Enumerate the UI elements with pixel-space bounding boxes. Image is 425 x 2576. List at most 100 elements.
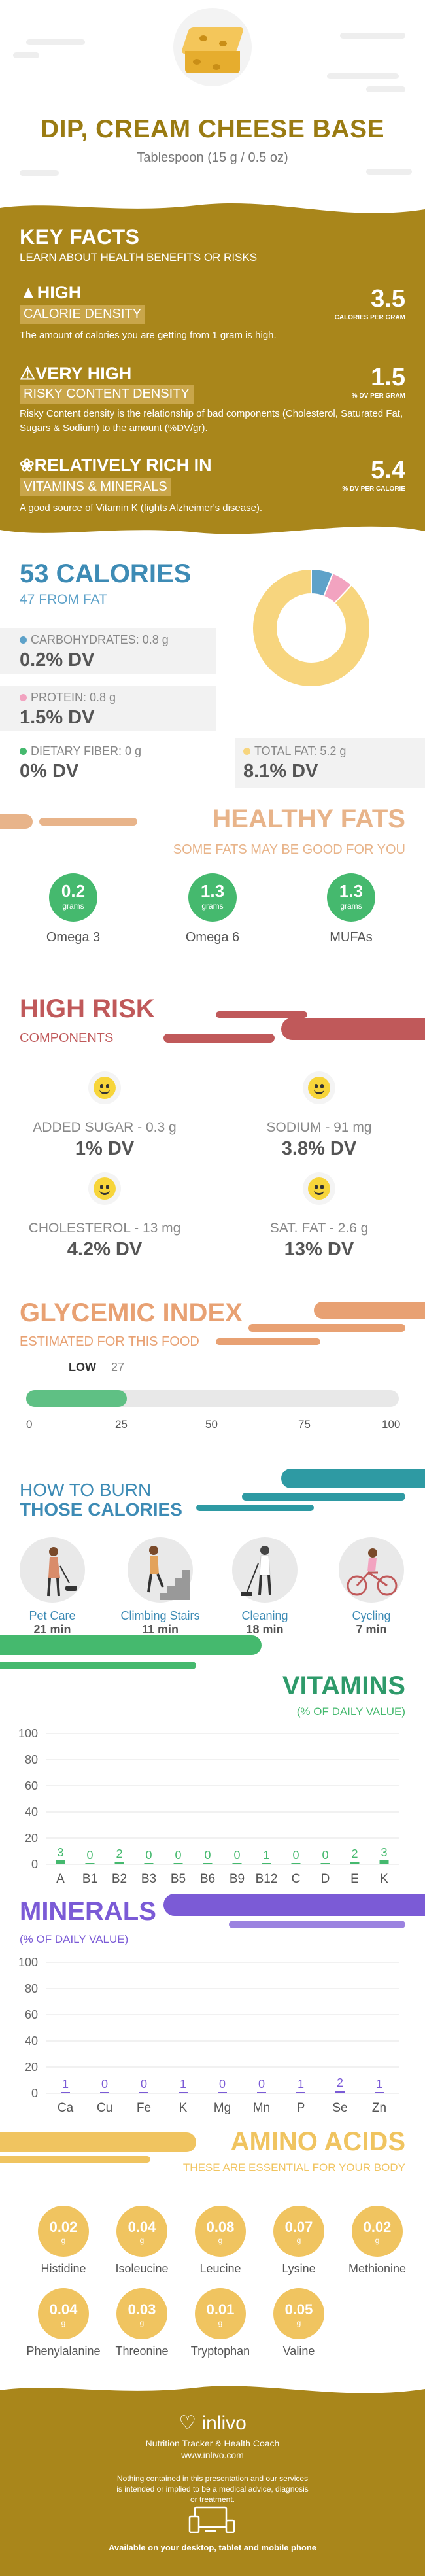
website-link[interactable]: www.inlivo.com [181,2450,244,2460]
bar-value-label: 0 [101,2078,108,2091]
wave-divider [0,196,425,213]
bar [232,1863,242,1864]
fact-description: A good source of Vitamin K (fights Alzhe… [20,502,263,513]
category-label: K [179,2101,188,2115]
amino-value: 0.03 [128,2301,156,2318]
high-risk-title: HIGH RISK [20,994,155,1023]
tagline: Nutrition Tracker & Health Coach [145,2438,280,2448]
bar-value-label: 0 [233,1849,240,1862]
nutrient-bg [0,686,216,731]
burn-title-2: THOSE CALORIES [20,1499,182,1520]
dot-icon [243,748,250,755]
heart-icon: ♡ [178,2412,197,2434]
decor-bar [216,1011,307,1018]
decor-bar [163,1894,425,1916]
activity: Cycling 7 min [352,1609,391,1636]
amino-value: 0.04 [128,2219,156,2235]
glycemic-tick: 50 [205,1418,218,1431]
bar-value-label: 1 [376,2078,382,2091]
bar [203,1863,212,1864]
smiley-icon [88,1172,121,1205]
dot-icon [20,636,27,644]
glycemic-tick: 0 [26,1418,33,1431]
cheese-image [173,8,252,86]
glycemic-level: LOW [69,1361,96,1374]
bar [296,2092,305,2093]
decor-bar [229,1921,405,1928]
amino-value: 0.08 [206,2219,235,2235]
amino-badge: 0.07 g [273,2206,324,2257]
bar-value-label: 1 [180,2078,186,2091]
category-label: Mn [253,2101,270,2115]
fat-label: Omega 6 [185,930,240,945]
amino-value: 0.02 [49,2219,78,2235]
healthy-fats-title: HEALTHY FATS [212,805,405,833]
amino-value: 0.01 [206,2301,235,2318]
fat-label: MUFAs [330,930,373,945]
amino-unit: g [139,2318,144,2327]
fact-unit: % DV PER GRAM [351,392,405,400]
nutrient-fat: TOTAL FAT: 5.2 g 8.1% DV [243,744,347,782]
category-label: B9 [230,1872,245,1886]
decor-bar [196,1505,314,1511]
fact-label: VITAMINS & MINERALS [20,478,171,496]
amino-unit: g [139,2236,144,2245]
amino-value: 0.07 [284,2219,313,2235]
amino-title: AMINO ACIDS [230,2127,405,2156]
risk-item: ADDED SUGAR - 0.3 g 1% DV [33,1120,177,1159]
decor-dash [366,86,405,92]
activity: Pet Care 21 min [29,1609,76,1636]
amino-label: Leucine [199,2262,241,2275]
decor-bar [281,1018,425,1040]
bar-value-label: 2 [337,2076,343,2089]
disclaimer: Nothing contained in this presentation a… [116,2474,309,2504]
bar-value-label: 0 [86,1849,93,1862]
decor-bar [0,2132,196,2152]
category-label: B3 [141,1872,156,1886]
glycemic-value: 27 [111,1361,125,1374]
amino-label: Isoleucine [115,2262,169,2275]
amino-unit: g [296,2318,301,2327]
fat-badge: 1.3 grams [327,873,375,922]
bar [379,1860,389,1864]
bar-value-label: 0 [175,1849,181,1862]
amino-badge: 0.02 g [352,2206,403,2257]
vitamins-title: VITAMINS [282,1671,405,1700]
category-label: A [56,1872,65,1886]
dot-icon [20,748,27,755]
decor-dash [340,33,405,39]
bar [257,2092,266,2093]
bar-value-label: 0 [219,2078,226,2091]
bar-value-label: 1 [298,2078,304,2091]
bar [218,2092,227,2093]
nutrient-fiber: DIETARY FIBER: 0 g 0% DV [20,744,142,782]
category-label: Mg [214,2101,231,2115]
fat-label: Omega 3 [46,930,101,945]
amino-unit: g [296,2236,301,2245]
amino-subtitle: THESE ARE ESSENTIAL FOR YOUR BODY [182,2161,405,2174]
fact-unit: CALORIES PER GRAM [334,314,405,321]
bar [178,2092,188,2093]
decor-bar [216,1338,320,1345]
y-tick-label: 100 [18,1727,38,1740]
amino-badge: 0.03 g [116,2288,167,2339]
fact-value: 5.4 [371,457,405,484]
decor-bar [314,1302,425,1319]
flame-icon: ▲ [20,283,37,302]
y-tick-label: 20 [25,2061,38,2074]
amino-label: Lysine [282,2262,316,2275]
category-label: D [321,1872,330,1886]
bar [114,1862,124,1864]
y-tick-label: 0 [31,1858,38,1871]
amino-badge: 0.05 g [273,2288,324,2339]
bar-value-label: 2 [351,1847,358,1860]
serving-size: Tablespoon (15 g / 0.5 oz) [137,150,288,165]
key-facts-subtitle: LEARN ABOUT HEALTH BENEFITS OR RISKS [20,251,258,264]
bar [173,1863,183,1864]
bar-value-label: 1 [263,1849,269,1862]
decor-bar [242,1493,405,1501]
bar-value-label: 2 [116,1847,122,1860]
amino-badge: 0.01 g [195,2288,246,2339]
footer: ♡ inlivo Nutrition Tracker & Health Coac… [0,2377,425,2576]
decor-dash [366,169,412,175]
